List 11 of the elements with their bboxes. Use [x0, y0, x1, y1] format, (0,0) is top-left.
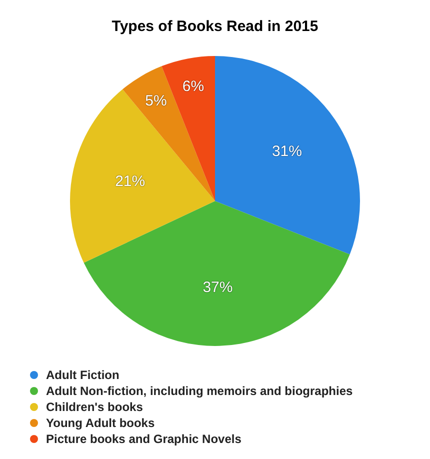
data-label: 6% [182, 78, 204, 96]
legend-label: Picture books and Graphic Novels [46, 432, 242, 446]
chart-title: Types of Books Read in 2015 [112, 18, 318, 36]
data-label: 21% [115, 173, 146, 190]
legend-label: Children's books [46, 400, 143, 414]
legend-label: Young Adult books [46, 416, 155, 430]
legend-label: Adult Fiction [46, 368, 120, 382]
legend-label: Adult Non-fiction, including memoirs and biographies [46, 384, 353, 398]
data-label: 5% [145, 92, 167, 110]
data-label: 37% [202, 279, 233, 296]
data-label: 31% [272, 143, 302, 160]
